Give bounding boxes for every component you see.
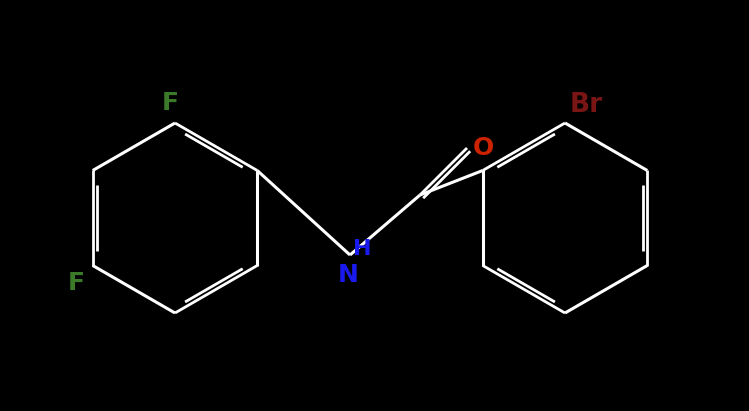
Text: F: F: [162, 91, 178, 115]
Text: N: N: [338, 263, 359, 287]
Text: Br: Br: [570, 92, 603, 118]
Text: F: F: [67, 270, 85, 295]
Text: O: O: [473, 136, 494, 160]
Text: H: H: [353, 239, 372, 259]
